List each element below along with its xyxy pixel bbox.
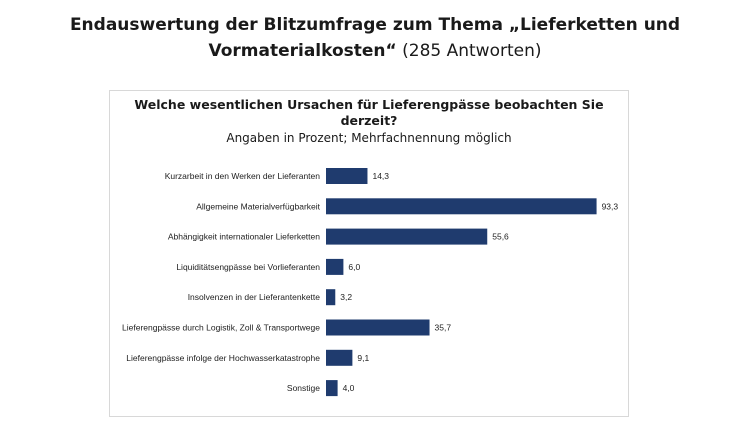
chart-panel: Welche wesentlichen Ursachen für Liefere… bbox=[109, 90, 629, 417]
category-label: Sonstige bbox=[287, 383, 320, 393]
page-title-line1: Endauswertung der Blitzumfrage zum Thema… bbox=[69, 15, 681, 35]
page-title-response-count: (285 Antworten) bbox=[396, 41, 542, 61]
chart-title-line2: derzeit? bbox=[340, 113, 398, 128]
bar bbox=[326, 380, 338, 397]
value-label: 3,2 bbox=[340, 292, 352, 302]
bar bbox=[326, 168, 368, 184]
bar bbox=[326, 228, 488, 245]
bar bbox=[326, 258, 344, 275]
chart-title-line1: Welche wesentlichen Ursachen für Liefere… bbox=[134, 97, 604, 112]
bar bbox=[326, 198, 597, 215]
category-label: Kurzarbeit in den Werken der Lieferanten bbox=[165, 171, 321, 181]
value-label: 9,1 bbox=[357, 353, 369, 363]
bar bbox=[326, 349, 353, 366]
value-label: 93,3 bbox=[602, 201, 619, 211]
bar-chart: Kurzarbeit in den Werken der Lieferanten… bbox=[122, 168, 619, 397]
category-label: Abhängigkeit internationaler Lieferkette… bbox=[168, 232, 320, 242]
value-label: 35,7 bbox=[435, 323, 452, 333]
bar bbox=[326, 319, 430, 336]
chart-title: Welche wesentlichen Ursachen für Liefere… bbox=[110, 97, 628, 129]
chart-subtitle: Angaben in Prozent; Mehrfachnennung mögl… bbox=[226, 131, 512, 145]
category-label: Allgemeine Materialverfügbarkeit bbox=[196, 201, 320, 211]
category-label: Lieferengpässe durch Logistik, Zoll & Tr… bbox=[122, 323, 320, 333]
value-label: 55,6 bbox=[492, 232, 509, 242]
value-label: 4,0 bbox=[343, 383, 355, 393]
page-title: Endauswertung der Blitzumfrage zum Thema… bbox=[0, 12, 750, 64]
category-label: Liquiditätsengpässe bei Vorlieferanten bbox=[176, 262, 320, 272]
category-label: Insolvenzen in der Lieferantenkette bbox=[188, 292, 321, 302]
page-title-line2-bold: Vormaterialkosten“ bbox=[208, 41, 397, 61]
bar bbox=[326, 289, 336, 306]
category-label: Lieferengpässe infolge der Hochwasserkat… bbox=[126, 353, 320, 363]
value-label: 6,0 bbox=[348, 262, 360, 272]
value-label: 14,3 bbox=[372, 171, 389, 181]
